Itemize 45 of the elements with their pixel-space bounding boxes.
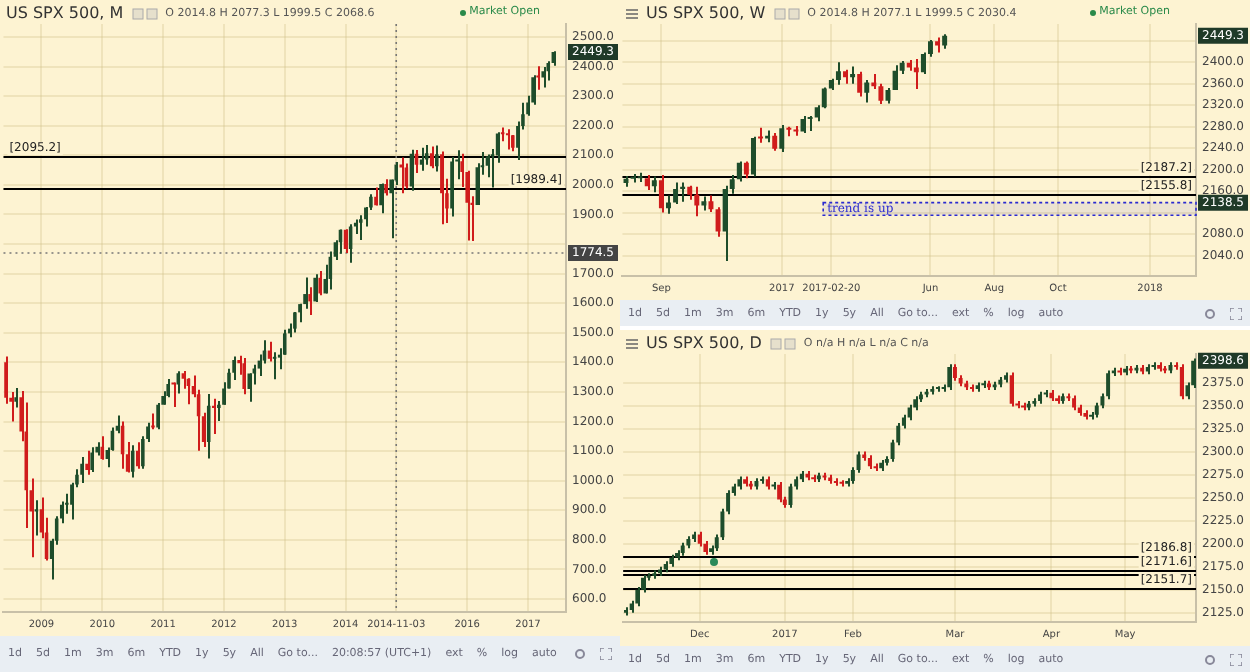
candlestick [379,182,384,215]
candlestick [779,124,785,153]
candlestick [505,128,510,151]
candlestick [1151,361,1156,371]
candlestick [658,173,664,214]
candlestick [857,70,863,98]
candlestick [135,441,140,470]
candlestick [176,370,181,395]
candlestick [750,135,756,178]
candlestick [440,150,444,226]
candlestick [85,449,90,476]
candlestick [4,355,8,405]
candlestick [232,355,236,382]
candlestick [1179,363,1184,401]
candlestick [777,481,782,504]
candlestick [374,186,378,207]
candlestick [666,194,671,215]
chart-title: US SPX 500, M [6,4,124,22]
candlestick [435,144,439,173]
candlestick [212,397,216,435]
chart-title: US SPX 500, D [646,334,762,352]
candlestick [680,181,686,203]
candlestick [694,185,700,218]
chart-title: US SPX 500, W [646,4,766,22]
candlestick [835,61,841,86]
candlestick [864,78,870,104]
candlestick [1009,371,1014,408]
candlestick [419,146,424,172]
candlestick [715,206,721,238]
candlestick [722,184,728,262]
candlestick [788,482,793,509]
candlestick [947,363,952,391]
candlestick [1106,369,1111,401]
candlestick [635,586,640,608]
candlestick [293,311,297,334]
candlestick [171,381,176,409]
candlestick [450,156,454,218]
candlestick [156,401,160,431]
candlestick [80,456,84,485]
candlestick [313,273,318,304]
candlestick [65,492,69,515]
candlestick [878,82,884,106]
candlestick [247,372,252,403]
candlestick [541,65,546,89]
candlestick [303,276,308,310]
